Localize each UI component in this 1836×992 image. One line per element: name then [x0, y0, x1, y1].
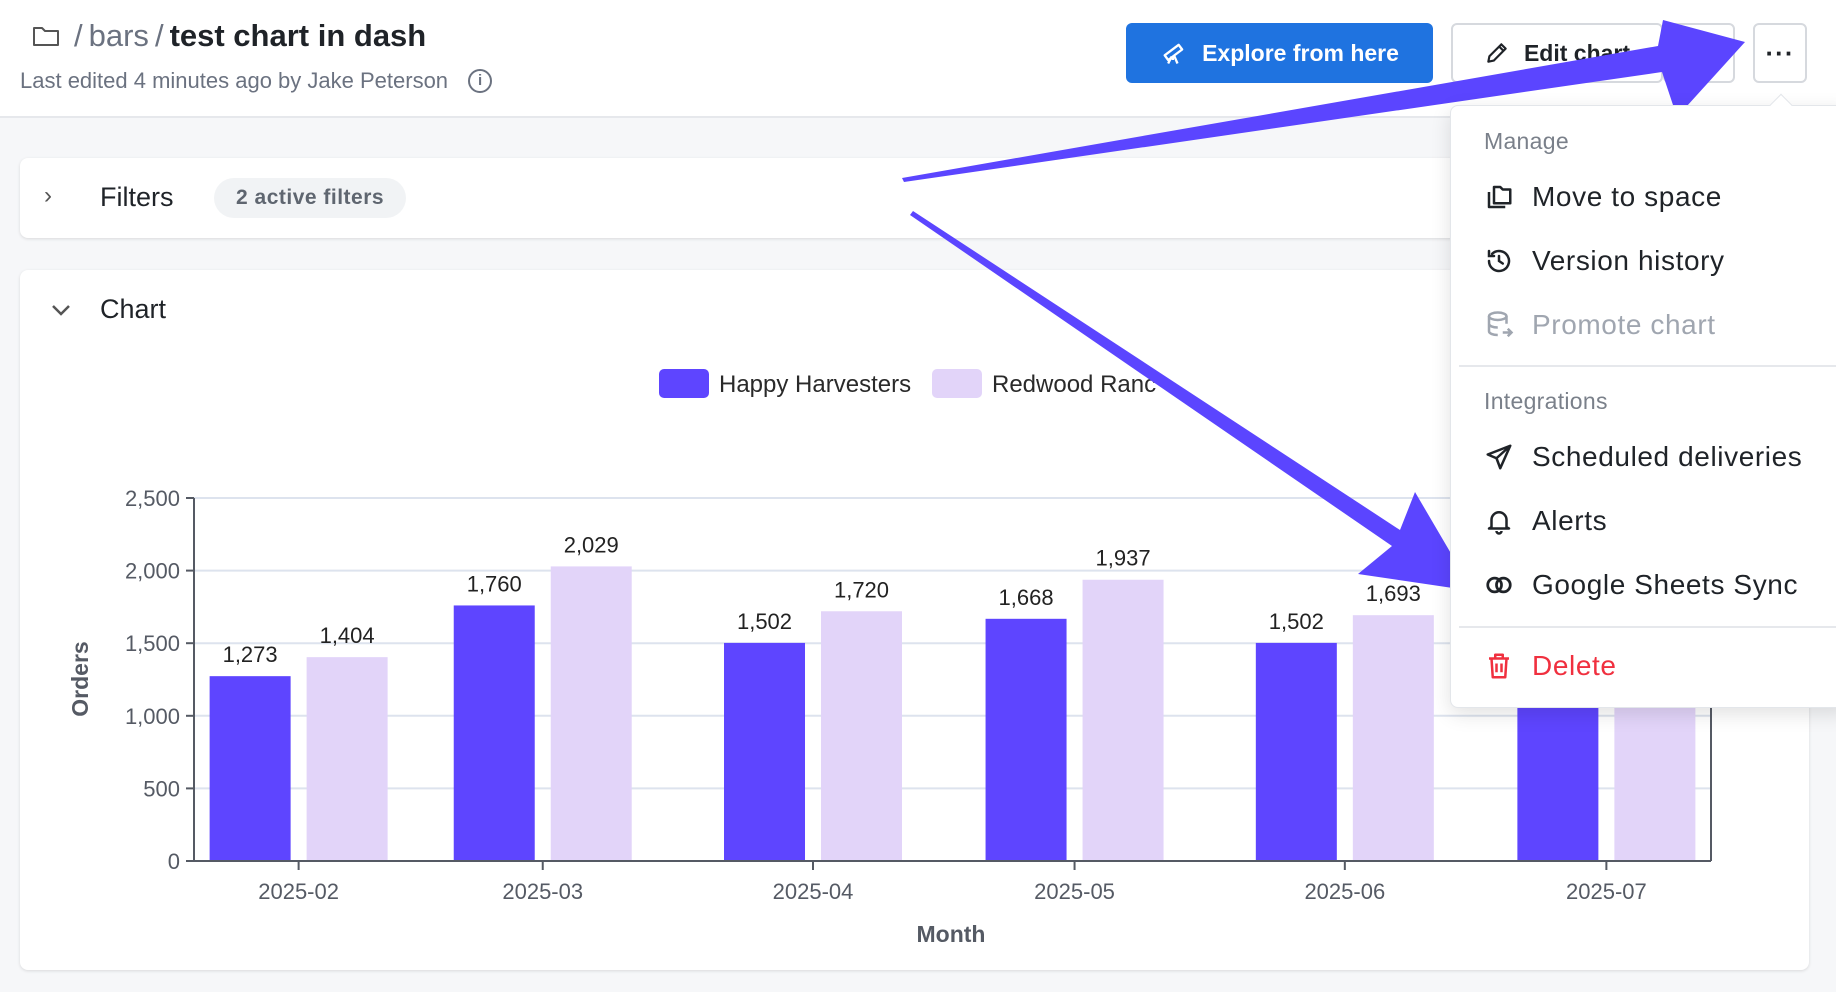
chart-section-title[interactable]: Chart	[100, 294, 167, 324]
bar	[1614, 698, 1696, 861]
legend-label: Redwood Ranc	[992, 371, 1156, 398]
more-options-menu: Manage Move to space Version history Pro…	[1450, 93, 1836, 708]
database-export-icon	[1487, 311, 1514, 338]
history-icon	[1487, 249, 1511, 273]
x-axis-title: Month	[917, 921, 986, 947]
y-tick-label: 0	[168, 849, 180, 874]
x-tick-label: 2025-04	[773, 879, 854, 904]
explore-label: Explore from here	[1202, 39, 1399, 66]
chevron-right-icon[interactable]: ›	[44, 182, 52, 209]
bar	[209, 676, 291, 861]
menu-item-move-to-space[interactable]: Move to space	[1484, 181, 1722, 213]
bar	[985, 618, 1067, 861]
legend-label: Happy Harvesters	[719, 371, 911, 398]
y-axis-title: Orders	[67, 641, 93, 716]
menu-item-alerts[interactable]: Alerts	[1484, 505, 1607, 537]
breadcrumb-space-link[interactable]: bars	[88, 18, 149, 53]
menu-section-integrations: Integrations	[1484, 388, 1608, 414]
last-edited-text: Last edited 4 minutes ago by Jake Peters…	[20, 68, 449, 93]
last-edited: Last edited 4 minutes ago by Jake Peters…	[20, 68, 493, 94]
x-tick-label: 2025-07	[1566, 879, 1647, 904]
pencil-icon	[1487, 43, 1507, 63]
menu-item-label: Promote chart	[1532, 309, 1716, 340]
chevron-down-icon[interactable]	[48, 300, 74, 320]
filters-toggle[interactable]: Filters	[100, 182, 174, 212]
menu-item-label: Delete	[1532, 650, 1617, 681]
y-tick-label: 1,000	[125, 704, 180, 729]
y-tick-label: 500	[143, 776, 180, 801]
bar	[821, 611, 903, 861]
menu-item-label: Move to space	[1532, 181, 1722, 212]
telescope-icon	[1163, 43, 1184, 65]
explore-from-here-button[interactable]: Explore from here	[1126, 23, 1433, 83]
x-tick-label: 2025-06	[1304, 879, 1385, 904]
x-tick-label: 2025-02	[258, 879, 339, 904]
data-label: 1,937	[1096, 546, 1151, 571]
breadcrumb: / bars / test chart in dash	[32, 18, 426, 54]
menu-divider	[1459, 365, 1836, 367]
link-icon	[1486, 576, 1512, 594]
data-label: 2,029	[564, 532, 619, 557]
annotation-arrow-to-menu-button	[902, 20, 1745, 182]
menu-section-manage: Manage	[1484, 128, 1569, 154]
y-tick-label: 2,000	[125, 559, 180, 584]
folder-icon[interactable]	[32, 25, 60, 47]
data-label: 1,502	[737, 609, 792, 634]
data-label: 1,760	[467, 571, 522, 596]
menu-item-promote-chart[interactable]: Promote chart	[1484, 309, 1716, 341]
bar	[1517, 698, 1599, 861]
info-icon[interactable]: i	[468, 69, 493, 93]
menu-item-label: Scheduled deliveries	[1532, 441, 1803, 472]
bell-icon	[1487, 511, 1511, 535]
dots-icon: ···	[1765, 37, 1795, 68]
y-tick-label: 1,500	[125, 631, 180, 656]
data-label: 1,668	[999, 585, 1054, 610]
trash-icon	[1489, 653, 1509, 679]
bar	[1255, 642, 1337, 861]
page-title: test chart in dash	[169, 18, 427, 53]
bar	[1352, 615, 1434, 861]
menu-item-scheduled-deliveries[interactable]: Scheduled deliveries	[1484, 441, 1802, 473]
data-label: 1,273	[223, 642, 278, 667]
menu-item-delete[interactable]: Delete	[1484, 650, 1617, 682]
annotation-arrow-to-sheets-sync	[910, 211, 1473, 591]
menu-item-label: Google Sheets Sync	[1532, 569, 1799, 600]
data-label: 1,720	[834, 577, 889, 602]
y-tick-label: 2,500	[125, 486, 180, 511]
legend-swatch	[659, 369, 709, 398]
menu-item-google-sheets-sync[interactable]: Google Sheets Sync	[1484, 569, 1798, 601]
menu-divider	[1459, 626, 1836, 628]
more-options-button[interactable]: ···	[1753, 23, 1807, 83]
data-label: 1,404	[320, 623, 375, 648]
bar	[453, 605, 535, 861]
x-tick-label: 2025-05	[1034, 879, 1115, 904]
data-label: 1,502	[1269, 609, 1324, 634]
bar	[1082, 579, 1164, 861]
folders-icon	[1487, 185, 1512, 209]
bar	[550, 566, 632, 861]
menu-item-label: Alerts	[1532, 505, 1608, 536]
x-tick-label: 2025-03	[502, 879, 583, 904]
data-label: 1,693	[1366, 581, 1421, 606]
bar	[724, 642, 806, 861]
breadcrumb-separator: /	[154, 18, 164, 53]
menu-item-version-history[interactable]: Version history	[1484, 245, 1725, 277]
menu-item-label: Version history	[1532, 245, 1725, 276]
chart-header: / bars / test chart in dash Last edited …	[0, 0, 1836, 118]
breadcrumb-separator: /	[74, 18, 83, 53]
bar	[306, 657, 388, 861]
legend-swatch	[932, 369, 982, 398]
send-icon	[1486, 444, 1512, 470]
active-filters-badge[interactable]: 2 active filters	[214, 178, 407, 218]
